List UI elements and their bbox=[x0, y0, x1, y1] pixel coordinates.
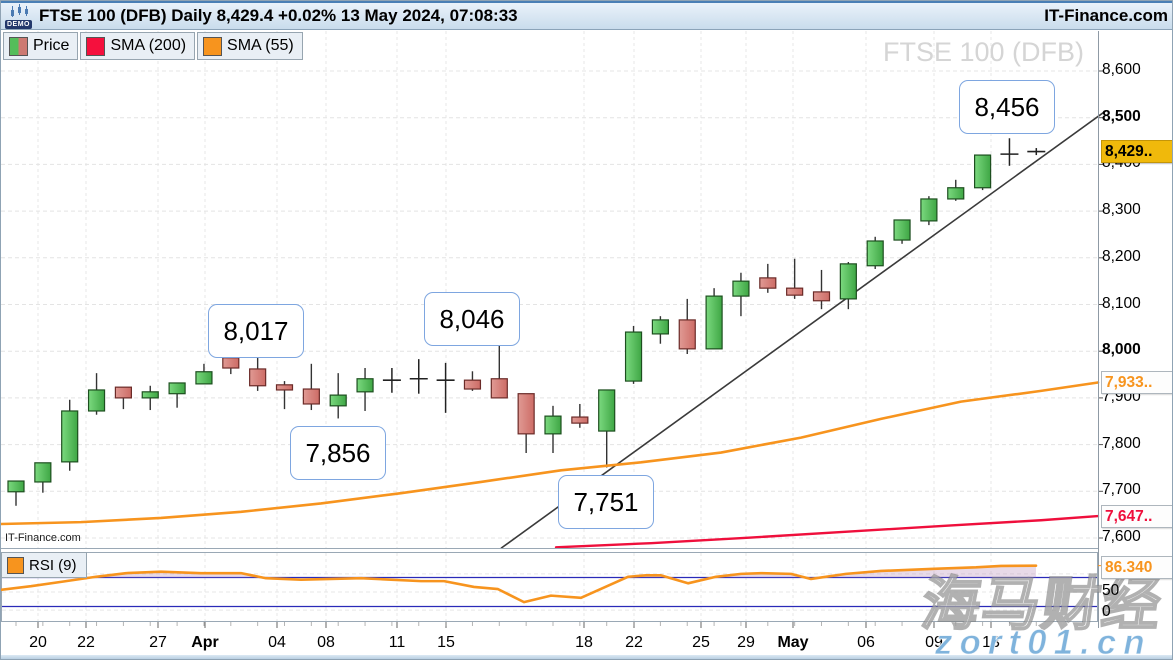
candle-doji bbox=[409, 359, 428, 394]
candle-up bbox=[544, 405, 562, 454]
candle-down bbox=[571, 403, 589, 428]
candle-up bbox=[329, 373, 347, 419]
sma55-legend-label: SMA (55) bbox=[227, 37, 294, 54]
sma55-line bbox=[1, 381, 1100, 526]
candle-up bbox=[651, 316, 670, 344]
rsi-swatch-icon bbox=[7, 556, 24, 574]
instrument-title: FTSE 100 (DFB) Daily 8,429.4 +0.02% 13 M… bbox=[39, 6, 518, 25]
candle-down bbox=[275, 381, 294, 410]
title-bar: DEMO FTSE 100 (DFB) Daily 8,429.4 +0.02%… bbox=[1, 1, 1172, 30]
sma55-swatch-icon bbox=[203, 36, 223, 56]
candle-up bbox=[195, 363, 213, 385]
demo-label: DEMO bbox=[5, 20, 32, 29]
candle-down bbox=[302, 363, 320, 411]
candle-down bbox=[463, 371, 482, 391]
candle-down bbox=[517, 393, 535, 454]
brand-link[interactable]: IT-Finance.com bbox=[1044, 6, 1168, 25]
candle-up bbox=[168, 382, 186, 408]
candle-up bbox=[624, 325, 643, 384]
price-swatch-icon bbox=[9, 36, 28, 56]
candle-doji bbox=[382, 368, 401, 393]
candle-up bbox=[893, 219, 911, 244]
mini-candles-icon bbox=[11, 4, 28, 17]
candle-doji bbox=[1027, 148, 1046, 156]
trendline[interactable] bbox=[500, 110, 1107, 549]
sma200-line bbox=[554, 514, 1100, 549]
candle-down bbox=[678, 298, 696, 355]
candle-down bbox=[786, 258, 804, 299]
rsi-panel-border bbox=[1, 552, 1098, 622]
candle-down bbox=[490, 329, 508, 399]
candle-down bbox=[812, 269, 831, 310]
candle-up bbox=[7, 480, 25, 506]
candle-doji bbox=[436, 362, 455, 413]
sma200-swatch-icon bbox=[86, 36, 106, 56]
rsi-legend[interactable]: RSI (9) bbox=[1, 552, 87, 578]
candle-down bbox=[114, 386, 133, 410]
candle-up bbox=[732, 272, 750, 317]
candle-down bbox=[249, 354, 267, 391]
candle-up bbox=[705, 288, 723, 350]
legend-item-sma200[interactable]: SMA (200) bbox=[80, 32, 196, 60]
candle-up bbox=[141, 385, 159, 411]
price-legend-label: Price bbox=[33, 37, 70, 54]
candle-up bbox=[947, 179, 965, 201]
site-watermark-url: zort01.cn bbox=[935, 623, 1152, 660]
candle-up bbox=[598, 389, 616, 468]
candle-up bbox=[973, 154, 992, 191]
demo-logo: DEMO bbox=[5, 4, 35, 30]
chart-title-watermark: FTSE 100 (DFB) bbox=[882, 37, 1084, 67]
candle-doji bbox=[1000, 138, 1019, 166]
sma200-legend-label: SMA (200) bbox=[110, 37, 187, 54]
rsi-legend-label: RSI (9) bbox=[29, 556, 77, 574]
candle-up bbox=[34, 462, 52, 493]
price-legend: Price SMA (200) SMA (55) bbox=[3, 32, 303, 60]
rsi-line bbox=[1, 564, 1038, 604]
legend-item-sma55[interactable]: SMA (55) bbox=[197, 32, 303, 60]
candle-up bbox=[87, 373, 106, 415]
candle-up bbox=[356, 368, 374, 411]
provider-watermark: IT-Finance.com bbox=[5, 532, 81, 544]
candle-up bbox=[920, 196, 938, 226]
candle-up bbox=[866, 236, 884, 270]
candle-down bbox=[222, 343, 240, 375]
candle-up bbox=[839, 262, 857, 310]
candle-down bbox=[759, 263, 777, 293]
bottom-border-strip bbox=[1, 655, 1172, 659]
candle-up bbox=[61, 399, 79, 471]
legend-item-price[interactable]: Price bbox=[3, 32, 79, 60]
